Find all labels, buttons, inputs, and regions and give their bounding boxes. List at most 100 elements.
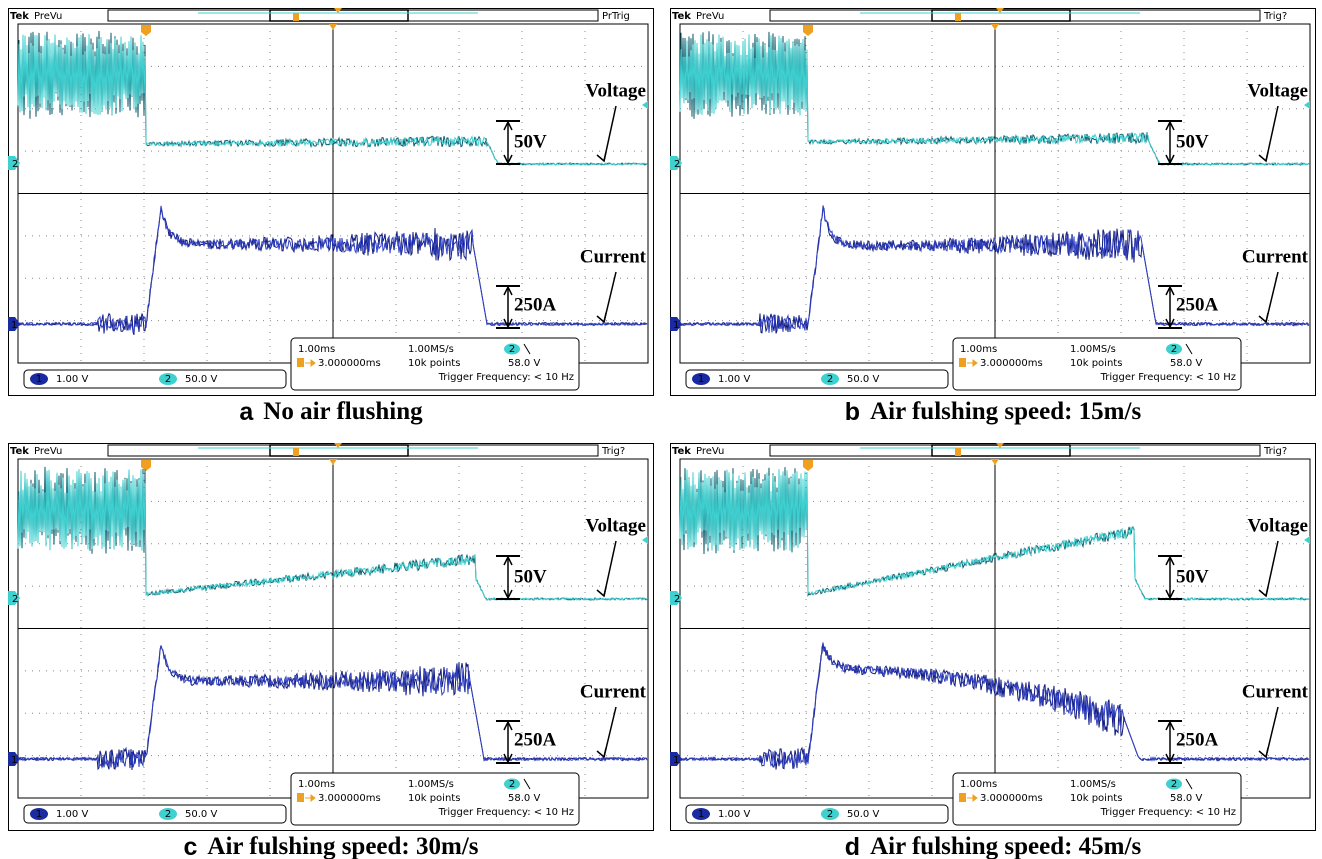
ch2-num: 2 [165, 374, 171, 385]
ch2-marker-label: 2 [674, 594, 680, 605]
i-scale: 250A [1176, 294, 1219, 315]
ch1-scale: 1.00 V [718, 809, 750, 820]
i-scale: 250A [1176, 729, 1219, 750]
trig-level: 58.0 V [1170, 358, 1202, 369]
trig-ch: 2 [1171, 344, 1177, 355]
ch1-num: 1 [36, 809, 42, 820]
caption: a No air flushing [239, 398, 423, 426]
caption: c Air fulshing speed: 30m/s [183, 833, 478, 859]
ch1-scale: 1.00 V [56, 374, 88, 385]
ch2-scale: 50.0 V [847, 374, 879, 385]
ch2-marker-label: 2 [674, 159, 680, 170]
scope-panel: Tek PreVu Trig? 2 1 50V 250A Voltage Current 1.00… [8, 443, 654, 831]
trig-icon [297, 793, 304, 802]
figure: Tek PreVu PrTrig 2 1 50V 250A Voltage Current 1.0… [0, 0, 1322, 859]
timebase: 1.00ms [298, 779, 335, 790]
trig-icon [959, 793, 966, 802]
v-scale: 50V [514, 566, 547, 587]
trig-freq: Trigger Frequency: < 10 Hz [438, 807, 574, 818]
current-label: Current [580, 246, 647, 267]
caption-text: Air fulshing speed: 15m/s [870, 398, 1141, 425]
record-trigger [293, 13, 299, 21]
caption: b Air fulshing speed: 15m/s [845, 398, 1142, 426]
ch1-marker-label: 1 [11, 755, 17, 766]
ch1-num: 1 [698, 374, 704, 385]
ch2-scale: 50.0 V [185, 374, 217, 385]
ch2-scale: 50.0 V [185, 809, 217, 820]
mode: PreVu [34, 446, 62, 457]
scope-panel: Tek PreVu PrTrig 2 1 50V 250A Voltage Current 1.0… [8, 8, 654, 396]
current-label: Current [1242, 681, 1309, 702]
trig-level: 58.0 V [1170, 793, 1202, 804]
ch1-scale: 1.00 V [718, 374, 750, 385]
v-scale: 50V [514, 131, 547, 152]
caption-letter: d [845, 833, 860, 859]
trigger-pos: 3.000000ms [318, 358, 381, 369]
voltage-label: Voltage [585, 80, 646, 101]
points: 10k points [408, 793, 460, 804]
trigger-pos: 3.000000ms [980, 793, 1043, 804]
caption: d Air fulshing speed: 45m/s [845, 833, 1142, 859]
voltage-label: Voltage [1247, 80, 1308, 101]
caption-text: Air fulshing speed: 45m/s [870, 833, 1141, 859]
ch1-marker-label: 1 [11, 320, 17, 331]
timebase: 1.00ms [960, 344, 997, 355]
trig-freq: Trigger Frequency: < 10 Hz [438, 372, 574, 383]
trig-level: 58.0 V [508, 358, 540, 369]
current-label: Current [580, 681, 647, 702]
brand: Tek [10, 11, 29, 22]
v-scale: 50V [1176, 131, 1209, 152]
v-scale: 50V [1176, 566, 1209, 587]
trig-level: 58.0 V [508, 793, 540, 804]
i-scale: 250A [514, 729, 557, 750]
brand: Tek [672, 446, 691, 457]
ch1-marker-label: 1 [673, 320, 679, 331]
ch2-num: 2 [827, 809, 833, 820]
status: Trig? [1263, 11, 1287, 22]
caption-text: Air fulshing speed: 30m/s [207, 833, 478, 859]
ch1-marker-label: 1 [673, 755, 679, 766]
i-scale: 250A [514, 294, 557, 315]
ch1-num: 1 [36, 374, 42, 385]
ch1-scale: 1.00 V [56, 809, 88, 820]
brand: Tek [10, 446, 29, 457]
trig-icon [297, 358, 304, 367]
trigger-pos: 3.000000ms [318, 793, 381, 804]
record-trigger [955, 13, 961, 21]
caption-text: No air flushing [263, 398, 423, 425]
points: 10k points [1070, 358, 1122, 369]
voltage-label: Voltage [1247, 515, 1308, 536]
sample-rate: 1.00MS/s [408, 344, 454, 355]
caption-letter: a [239, 398, 254, 426]
brand: Tek [672, 11, 691, 22]
ch1-num: 1 [698, 809, 704, 820]
timebase: 1.00ms [298, 344, 335, 355]
status: Trig? [1263, 446, 1287, 457]
trig-freq: Trigger Frequency: < 10 Hz [1100, 807, 1236, 818]
voltage-label: Voltage [585, 515, 646, 536]
points: 10k points [408, 358, 460, 369]
points: 10k points [1070, 793, 1122, 804]
caption-letter: b [845, 398, 860, 426]
ch2-scale: 50.0 V [847, 809, 879, 820]
trig-freq: Trigger Frequency: < 10 Hz [1100, 372, 1236, 383]
sample-rate: 1.00MS/s [1070, 344, 1116, 355]
trigger-pos: 3.000000ms [980, 358, 1043, 369]
record-trigger [293, 448, 299, 456]
status: PrTrig [602, 11, 630, 22]
ch2-marker-label: 2 [12, 159, 18, 170]
trig-ch: 2 [509, 344, 515, 355]
scope-panel: TekPreVuTrig?2150V250AVoltageCurrent1.00… [670, 8, 1316, 396]
ch2-num: 2 [827, 374, 833, 385]
sample-rate: 1.00MS/s [1070, 779, 1116, 790]
ch2-marker-label: 2 [12, 594, 18, 605]
mode: PreVu [34, 11, 62, 22]
caption-letter: c [183, 833, 197, 859]
mode: PreVu [696, 11, 724, 22]
ch2-num: 2 [165, 809, 171, 820]
trig-icon [959, 358, 966, 367]
status: Trig? [601, 446, 625, 457]
record-trigger [955, 448, 961, 456]
trig-ch: 2 [509, 779, 515, 790]
mode: PreVu [696, 446, 724, 457]
